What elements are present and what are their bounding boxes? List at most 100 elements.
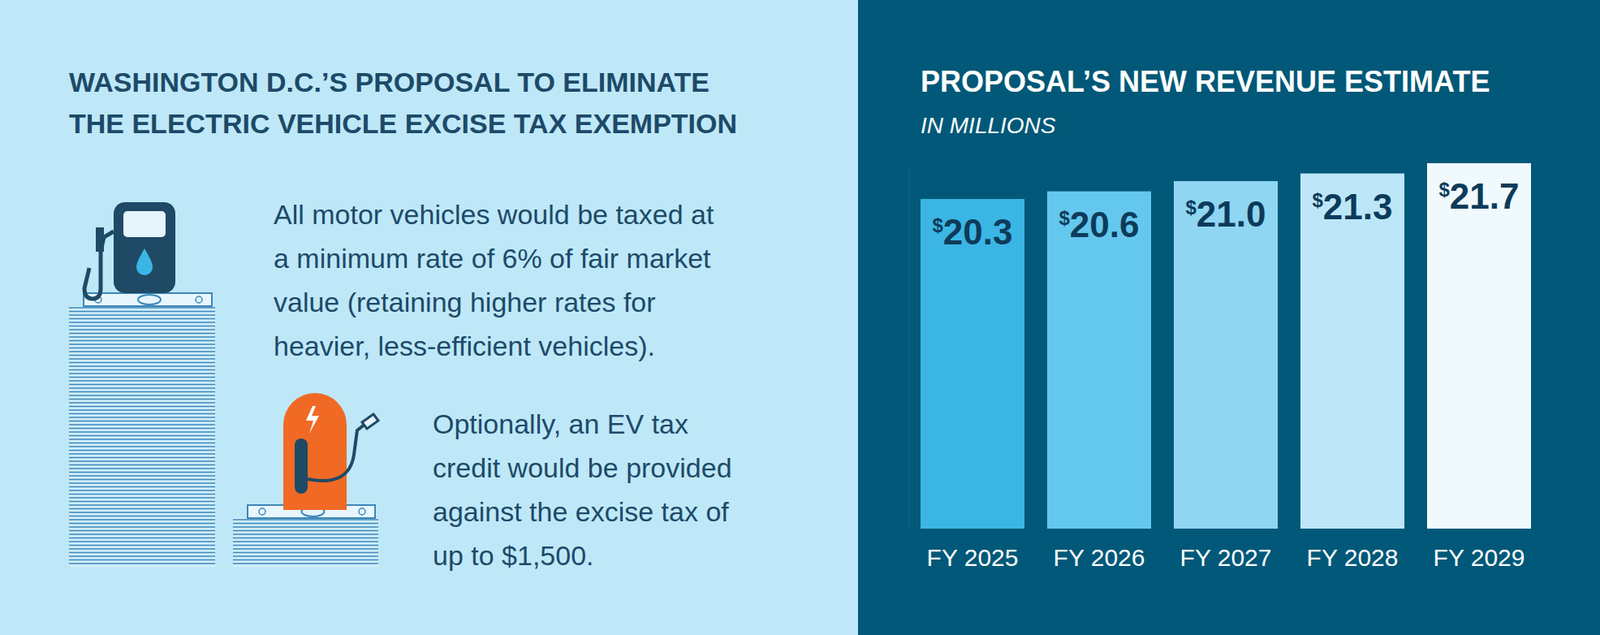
body-text: heavier, less-efficient vehicles). [273,330,656,362]
category-label: FY 2026 [1053,543,1146,571]
stack-line [69,343,216,346]
bar [1173,181,1278,529]
stack-line [69,489,216,492]
title-line: THE ELECTRIC VEHICLE EXCISE TAX EXEMPTIO… [69,107,738,139]
gas-pump-icon [84,202,176,299]
stack-line [69,365,216,367]
category-label: FY 2027 [1180,543,1273,571]
stack-line [69,449,216,452]
stack-line [232,533,379,535]
stack-line [232,552,379,554]
stack-line [69,467,216,470]
chart-title: PROPOSAL’S NEW REVENUE ESTIMATE [920,64,1490,99]
chart-subtitle: IN MILLIONS [920,112,1057,139]
stack-line [69,471,216,474]
stack-line [69,504,216,506]
pump-screen [123,211,166,238]
stack-line [232,522,379,525]
stack-body [69,306,216,567]
stack-line [69,493,216,496]
stack-line [69,332,216,335]
bill-dot [195,296,203,303]
stack-line [232,547,379,550]
bill-dot [258,508,266,515]
stack-line [69,321,216,324]
stack-line [69,544,216,547]
stack-line [69,474,216,477]
pump-drop [136,248,153,276]
stack-line [69,362,216,364]
stack-line [69,357,216,360]
stack-line [69,325,216,328]
stack-line [232,544,379,547]
stack-line [69,336,216,338]
top-bill [83,293,212,307]
bars [920,163,1531,529]
stack-line [69,508,216,510]
stack-line [69,409,216,411]
stack-line [232,559,379,561]
stack-line [69,526,216,528]
stack-line [69,318,216,320]
stack-line [69,435,216,437]
stack-line [232,555,379,557]
stack-line [69,372,216,375]
stack-line [69,401,216,404]
stack-line [69,431,216,433]
category-label: FY 2028 [1306,543,1399,571]
bill-emblem [138,294,161,305]
stack-line [69,457,216,459]
stack-line [69,427,216,430]
bill-dot [358,508,366,515]
ev-charger-icon [283,392,379,510]
stack-line [232,530,379,532]
category-label: FY 2029 [1433,543,1526,571]
stack-line [69,555,216,557]
stack-line [69,552,216,554]
stack-line [69,398,216,401]
stack-line [69,533,216,535]
charger-body [283,392,347,510]
stack-line [69,420,216,423]
stack-line [69,438,216,440]
y-axis-line [909,163,910,529]
stack-line [69,500,216,503]
stack-line [69,394,216,397]
pump-nozzle [95,227,104,252]
stack-line [69,391,216,393]
data-label: $20.6 [1059,204,1140,245]
stack-line [69,379,216,382]
stack-line [69,496,216,499]
category-label: FY 2025 [927,543,1019,571]
stack-line [69,369,216,371]
stack-line [69,482,216,484]
stack-line [69,460,216,462]
data-label: $20.3 [932,211,1014,252]
stack-line [69,478,216,481]
body-text: credit would be provided [432,452,733,484]
stack-line [69,376,216,379]
stack-line [69,387,216,389]
stack-line [69,413,216,415]
stack-line [69,464,216,466]
stack-line [69,314,216,316]
charger-bolt [306,405,320,434]
body-text: a minimum rate of 6% of fair market [273,242,712,274]
stack-body [232,517,379,567]
stack-line [69,452,216,455]
bar [1300,173,1405,529]
charger-cable [307,423,366,481]
stack-line [69,354,216,357]
stack-line [69,511,216,514]
stack-line [232,562,379,565]
stack-line [69,442,216,445]
stack-line [69,383,216,386]
data-label: $21.3 [1312,186,1393,227]
stack-line [69,547,216,550]
left-panel [0,0,859,635]
charger-plug [362,414,379,429]
stack-line [69,515,216,518]
stack-line [69,310,216,313]
stack-line [69,423,216,426]
body-text: against the excise tax of [432,495,729,527]
